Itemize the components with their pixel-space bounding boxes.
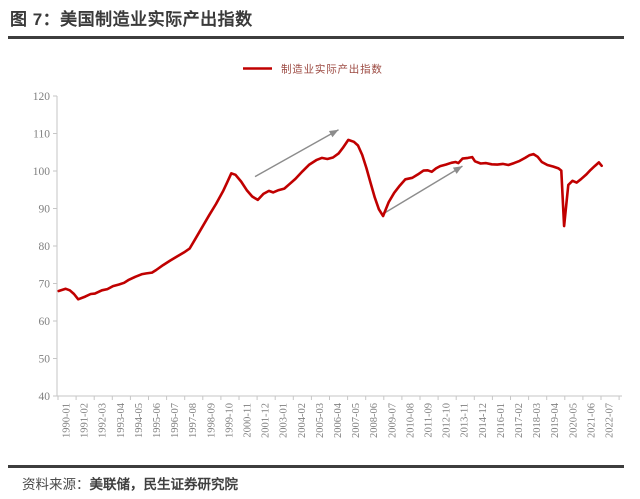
trend-arrow-head — [328, 129, 339, 138]
x-axis-label: 1993-04 — [116, 402, 127, 438]
y-axis-label: 80 — [39, 241, 51, 253]
x-axis-label: 2013-11 — [460, 403, 471, 438]
x-axis-label: 2004-02 — [297, 403, 308, 438]
footer-divider — [8, 465, 624, 468]
x-axis-label: 2019-04 — [550, 402, 561, 438]
x-axis-label: 2017-02 — [514, 403, 525, 438]
x-axis-label: 2005-03 — [315, 403, 326, 438]
y-axis-label: 90 — [39, 204, 51, 216]
x-axis-label: 2000-11 — [242, 403, 253, 438]
x-axis-label: 2020-05 — [568, 403, 579, 438]
y-axis-label: 40 — [39, 391, 51, 403]
x-axis-label: 2007-05 — [351, 403, 362, 438]
x-axis-label: 2003-01 — [279, 403, 290, 438]
x-axis-label: 2018-03 — [532, 403, 543, 438]
x-axis-label: 1994-05 — [134, 403, 145, 438]
x-axis-label: 1995-06 — [152, 403, 163, 438]
legend-label: 制造业实际产出指数 — [281, 63, 383, 76]
source-note: 资料来源：美联储，民生证券研究院 — [22, 473, 238, 493]
x-axis-label: 1992-03 — [98, 403, 109, 438]
y-axis-label: 50 — [39, 354, 51, 366]
x-axis-label: 2016-01 — [496, 403, 507, 438]
title-underline — [8, 36, 624, 39]
x-axis-label: 2021-06 — [586, 403, 597, 438]
x-axis-label: 2022-07 — [604, 403, 615, 438]
y-axis-label: 120 — [33, 91, 51, 103]
x-axis-label: 1996-07 — [170, 403, 181, 438]
y-axis-label: 110 — [33, 129, 50, 141]
x-axis-label: 2009-07 — [387, 403, 398, 438]
trend-arrow — [384, 165, 463, 214]
series-line — [57, 138, 604, 301]
x-axis-label: 2006-04 — [333, 402, 344, 438]
x-axis-label: 2010-08 — [405, 403, 416, 438]
x-axis-label: 2011-09 — [423, 403, 434, 438]
trend-arrow-head — [452, 166, 463, 174]
x-axis-label: 2012-10 — [442, 403, 453, 438]
source-label: 资料来源： — [22, 477, 90, 492]
y-axis-label: 100 — [33, 166, 51, 178]
y-axis-label: 70 — [39, 279, 51, 291]
x-axis-label: 2008-06 — [369, 403, 380, 438]
trend-arrow — [254, 129, 339, 178]
x-axis-label: 2014-12 — [478, 403, 489, 438]
x-axis-label: 1991-02 — [80, 403, 91, 438]
figure-title: 图 7：美国制造业实际产出指数 — [10, 10, 253, 29]
x-axis-label: 1998-09 — [206, 403, 217, 438]
source-value: 美联储，民生证券研究院 — [89, 477, 239, 492]
x-axis-label: 1990-01 — [61, 403, 72, 438]
x-axis-label: 2001-12 — [261, 403, 272, 438]
x-axis-label: 1997-08 — [188, 403, 199, 438]
y-axis-label: 60 — [39, 316, 51, 328]
x-axis-label: 1999-10 — [224, 403, 235, 438]
